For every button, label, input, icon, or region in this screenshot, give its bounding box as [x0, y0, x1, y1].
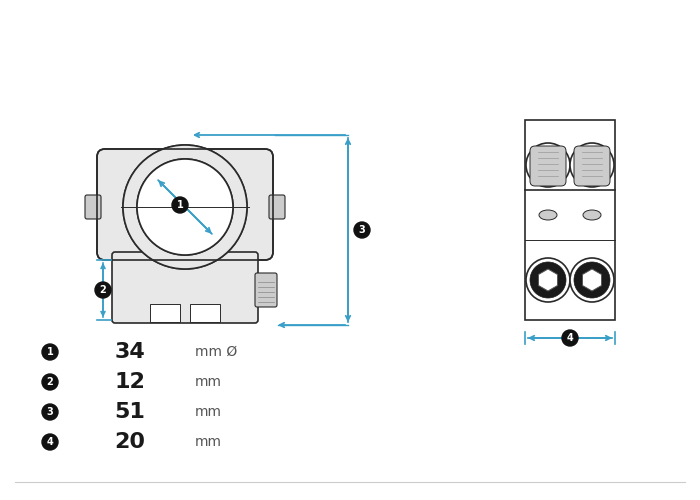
Ellipse shape — [539, 210, 557, 220]
Circle shape — [95, 282, 111, 298]
Text: 2: 2 — [47, 377, 53, 387]
Text: 51: 51 — [115, 402, 146, 422]
Circle shape — [137, 159, 233, 255]
Circle shape — [526, 143, 570, 187]
Text: 34: 34 — [115, 342, 146, 362]
Text: 1: 1 — [176, 200, 183, 210]
Circle shape — [574, 262, 610, 298]
Bar — [525, 120, 615, 320]
Circle shape — [42, 404, 58, 420]
Circle shape — [530, 262, 566, 298]
Text: 12: 12 — [115, 372, 146, 392]
Circle shape — [570, 143, 614, 187]
Circle shape — [172, 197, 188, 213]
Text: mm: mm — [195, 435, 222, 449]
Circle shape — [42, 374, 58, 390]
Circle shape — [123, 145, 247, 269]
Circle shape — [562, 330, 578, 346]
Text: 2: 2 — [99, 285, 106, 295]
Bar — [190, 304, 220, 322]
Circle shape — [354, 222, 370, 238]
Text: mm: mm — [195, 375, 222, 389]
FancyBboxPatch shape — [530, 146, 566, 186]
Circle shape — [137, 159, 233, 255]
Text: 20: 20 — [115, 432, 146, 452]
Ellipse shape — [583, 210, 601, 220]
Text: mm: mm — [195, 405, 222, 419]
Text: 3: 3 — [47, 407, 53, 417]
Polygon shape — [582, 269, 601, 291]
Circle shape — [42, 434, 58, 450]
Circle shape — [570, 258, 614, 302]
Text: 4: 4 — [47, 437, 53, 447]
Polygon shape — [538, 269, 557, 291]
Text: mm Ø: mm Ø — [195, 345, 237, 359]
FancyBboxPatch shape — [112, 252, 258, 323]
FancyBboxPatch shape — [269, 195, 285, 219]
Text: 1: 1 — [47, 347, 53, 357]
FancyBboxPatch shape — [255, 273, 277, 307]
Text: 3: 3 — [358, 225, 365, 235]
Bar — [150, 304, 180, 322]
Text: 4: 4 — [566, 333, 573, 343]
Circle shape — [526, 258, 570, 302]
FancyBboxPatch shape — [85, 195, 101, 219]
FancyBboxPatch shape — [97, 149, 273, 260]
FancyBboxPatch shape — [574, 146, 610, 186]
Circle shape — [42, 344, 58, 360]
